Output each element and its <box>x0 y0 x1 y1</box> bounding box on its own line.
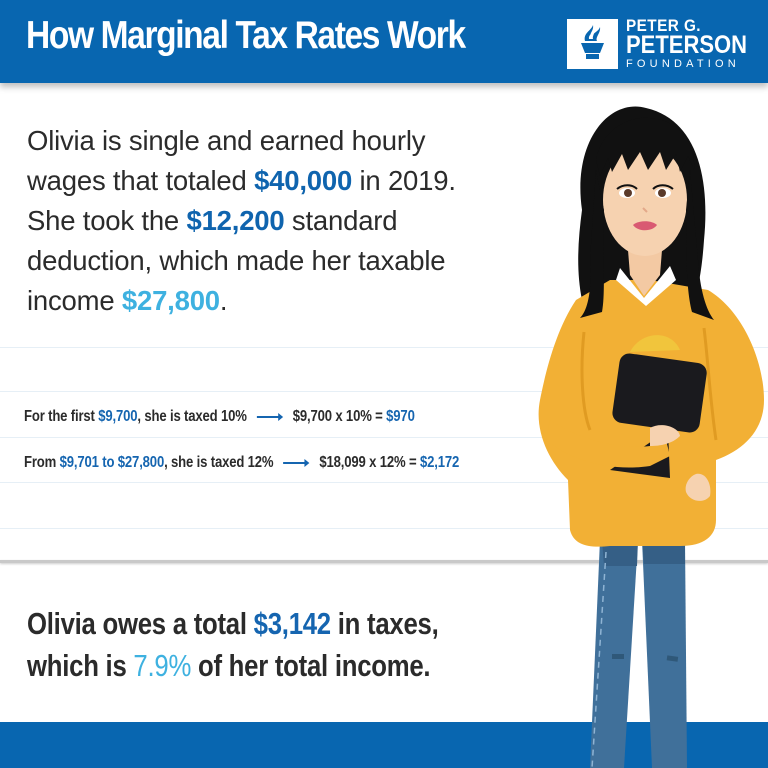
bracket-calculation: $9,700 x 10% = <box>292 408 387 425</box>
intro-text: in 2019. <box>352 165 456 196</box>
bracket-row-12pct: From $9,701 to $27,800, she is taxed 12%… <box>24 454 459 472</box>
torch-icon <box>567 18 618 69</box>
bracket-range: $9,700 <box>98 408 138 425</box>
bracket-text: , she is taxed 10% <box>137 408 247 425</box>
summary-text: in taxes, <box>330 606 439 641</box>
arrow-right-icon <box>283 458 310 467</box>
logo-wordmark: PETER G. PETERSON FOUNDATION <box>626 17 764 70</box>
summary-text: Olivia owes a total <box>27 606 254 641</box>
bracket-result: $970 <box>386 408 415 425</box>
intro-line-3: She took the $12,200 standard <box>27 201 497 241</box>
logo-line-1: PETER G. <box>626 16 702 35</box>
ruled-line <box>0 391 768 392</box>
intro-text: wages that totaled <box>27 165 255 196</box>
intro-text: She took the <box>27 205 187 236</box>
summary-text: of her total income. <box>191 648 431 683</box>
ruled-line <box>0 347 768 348</box>
logo-line-2: PETERSON <box>626 31 748 59</box>
summary-statement: Olivia owes a total $3,142 in taxes, whi… <box>27 603 439 687</box>
total-tax-amount: $3,142 <box>253 606 331 641</box>
bracket-result: $2,172 <box>419 454 460 471</box>
intro-text: income <box>27 285 122 316</box>
summary-line-2: which is 7.9% of her total income. <box>27 645 439 687</box>
summary-line-1: Olivia owes a total $3,142 in taxes, <box>27 603 439 645</box>
intro-text: standard <box>284 205 398 236</box>
effective-rate: 7.9% <box>133 648 192 683</box>
bracket-text: For the first <box>24 408 99 425</box>
intro-paragraph: Olivia is single and earned hourly wages… <box>27 121 497 321</box>
ruled-line <box>0 437 768 438</box>
intro-line-1: Olivia is single and earned hourly <box>27 125 426 156</box>
ruled-line <box>0 528 768 529</box>
deduction-amount: $12,200 <box>186 205 285 236</box>
header-banner: How Marginal Tax Rates Work PETER G. PET… <box>0 0 768 83</box>
bracket-text: , she is taxed 12% <box>164 454 274 471</box>
page-title: How Marginal Tax Rates Work <box>26 14 466 57</box>
ruled-line <box>0 482 768 483</box>
intro-line-2: wages that totaled $40,000 in 2019. <box>27 161 497 201</box>
peterson-foundation-logo: PETER G. PETERSON FOUNDATION <box>567 17 764 70</box>
intro-line-5: income $27,800. <box>27 281 497 321</box>
bracket-range: $9,701 to $27,800 <box>59 454 165 471</box>
intro-line-4: deduction, which made her taxable <box>27 245 446 276</box>
bracket-row-10pct: For the first $9,700, she is taxed 10% $9… <box>24 408 415 426</box>
taxable-income-amount: $27,800 <box>121 285 220 316</box>
bracket-text: From <box>24 454 60 471</box>
woman-character-illustration <box>520 100 768 768</box>
intro-text: . <box>219 285 228 316</box>
summary-text: which is <box>27 648 134 683</box>
footer-bar <box>0 722 768 768</box>
bracket-calculation: $18,099 x 12% = <box>319 454 420 471</box>
arrow-right-icon <box>256 412 283 421</box>
logo-line-3: FOUNDATION <box>626 58 740 70</box>
wages-amount: $40,000 <box>254 165 353 196</box>
section-divider <box>0 560 768 563</box>
